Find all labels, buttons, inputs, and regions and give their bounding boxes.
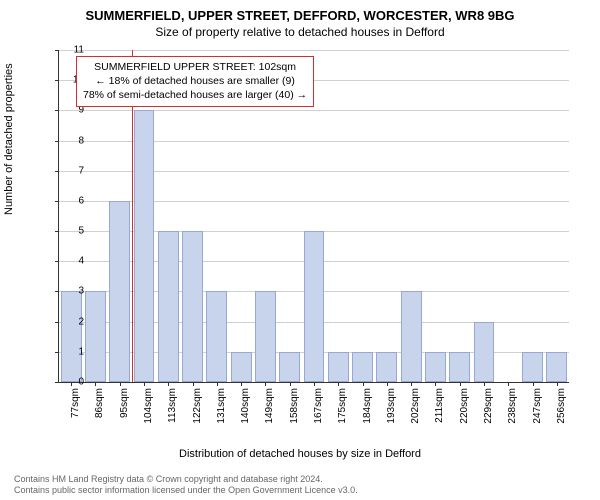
histogram-bar bbox=[61, 291, 82, 382]
histogram-bar bbox=[231, 352, 252, 382]
y-axis-label: Number of detached properties bbox=[3, 63, 15, 215]
xtick-label: 175sqm bbox=[337, 388, 348, 438]
annotation-box: SUMMERFIELD UPPER STREET: 102sqm← 18% of… bbox=[76, 56, 314, 107]
xtick-mark bbox=[144, 382, 145, 386]
ytick-label: 0 bbox=[64, 377, 84, 388]
xtick-mark bbox=[168, 382, 169, 386]
ytick-mark bbox=[55, 171, 59, 172]
histogram-bar bbox=[279, 352, 300, 382]
ytick-mark bbox=[55, 80, 59, 81]
ytick-mark bbox=[55, 352, 59, 353]
histogram-bar bbox=[134, 110, 155, 382]
histogram-bar bbox=[304, 231, 325, 382]
ytick-mark bbox=[55, 231, 59, 232]
ytick-mark bbox=[55, 382, 59, 383]
xtick-label: 229sqm bbox=[483, 388, 494, 438]
xtick-mark bbox=[508, 382, 509, 386]
footer-line-1: Contains HM Land Registry data © Crown c… bbox=[14, 474, 358, 485]
x-axis-label: Distribution of detached houses by size … bbox=[0, 448, 600, 460]
gridline bbox=[59, 50, 569, 51]
xtick-mark bbox=[95, 382, 96, 386]
ytick-label: 8 bbox=[64, 135, 84, 146]
ytick-label: 5 bbox=[64, 226, 84, 237]
histogram-bar bbox=[425, 352, 446, 382]
ytick-mark bbox=[55, 291, 59, 292]
xtick-label: 193sqm bbox=[386, 388, 397, 438]
xtick-label: 131sqm bbox=[216, 388, 227, 438]
page-title: SUMMERFIELD, UPPER STREET, DEFFORD, WORC… bbox=[0, 0, 600, 23]
histogram-bar bbox=[182, 231, 203, 382]
xtick-mark bbox=[557, 382, 558, 386]
xtick-mark bbox=[290, 382, 291, 386]
histogram-bar bbox=[109, 201, 130, 382]
histogram-bar bbox=[158, 231, 179, 382]
xtick-label: 247sqm bbox=[532, 388, 543, 438]
ytick-mark bbox=[55, 50, 59, 51]
xtick-label: 77sqm bbox=[70, 388, 81, 438]
xtick-mark bbox=[411, 382, 412, 386]
xtick-label: 202sqm bbox=[410, 388, 421, 438]
xtick-label: 86sqm bbox=[94, 388, 105, 438]
histogram-bar bbox=[85, 291, 106, 382]
page-subtitle: Size of property relative to detached ho… bbox=[0, 23, 600, 39]
attribution-footer: Contains HM Land Registry data © Crown c… bbox=[14, 474, 358, 497]
histogram-bar bbox=[522, 352, 543, 382]
ytick-label: 2 bbox=[64, 316, 84, 327]
ytick-mark bbox=[55, 322, 59, 323]
xtick-label: 113sqm bbox=[167, 388, 178, 438]
histogram-bar bbox=[401, 291, 422, 382]
xtick-mark bbox=[338, 382, 339, 386]
histogram-bar bbox=[206, 291, 227, 382]
histogram-bar bbox=[376, 352, 397, 382]
xtick-label: 256sqm bbox=[556, 388, 567, 438]
ytick-label: 6 bbox=[64, 195, 84, 206]
histogram-bar bbox=[449, 352, 470, 382]
histogram-bar bbox=[546, 352, 567, 382]
y-axis-label-text: Number of detached properties bbox=[3, 63, 15, 215]
xtick-label: 167sqm bbox=[313, 388, 324, 438]
ytick-mark bbox=[55, 201, 59, 202]
ytick-mark bbox=[55, 261, 59, 262]
xtick-mark bbox=[120, 382, 121, 386]
annotation-line: ← 18% of detached houses are smaller (9) bbox=[83, 74, 307, 88]
footer-line-2: Contains public sector information licen… bbox=[14, 485, 358, 496]
xtick-mark bbox=[363, 382, 364, 386]
ytick-label: 11 bbox=[64, 45, 84, 56]
xtick-label: 140sqm bbox=[240, 388, 251, 438]
histogram-bar bbox=[255, 291, 276, 382]
annotation-line: SUMMERFIELD UPPER STREET: 102sqm bbox=[83, 60, 307, 74]
xtick-mark bbox=[460, 382, 461, 386]
xtick-mark bbox=[241, 382, 242, 386]
xtick-label: 104sqm bbox=[143, 388, 154, 438]
xtick-mark bbox=[484, 382, 485, 386]
histogram-bar bbox=[352, 352, 373, 382]
annotation-line: 78% of semi-detached houses are larger (… bbox=[83, 88, 307, 102]
xtick-label: 158sqm bbox=[289, 388, 300, 438]
ytick-label: 7 bbox=[64, 165, 84, 176]
xtick-mark bbox=[217, 382, 218, 386]
xtick-mark bbox=[435, 382, 436, 386]
xtick-label: 238sqm bbox=[507, 388, 518, 438]
xtick-label: 95sqm bbox=[119, 388, 130, 438]
histogram-bar bbox=[328, 352, 349, 382]
xtick-mark bbox=[387, 382, 388, 386]
xtick-label: 184sqm bbox=[362, 388, 373, 438]
chart-container: SUMMERFIELD, UPPER STREET, DEFFORD, WORC… bbox=[0, 0, 600, 500]
xtick-label: 211sqm bbox=[434, 388, 445, 438]
xtick-label: 220sqm bbox=[459, 388, 470, 438]
ytick-mark bbox=[55, 141, 59, 142]
ytick-mark bbox=[55, 110, 59, 111]
xtick-label: 149sqm bbox=[264, 388, 275, 438]
histogram-bar bbox=[474, 322, 495, 382]
xtick-mark bbox=[265, 382, 266, 386]
ytick-label: 3 bbox=[64, 286, 84, 297]
xtick-mark bbox=[193, 382, 194, 386]
xtick-mark bbox=[314, 382, 315, 386]
xtick-label: 122sqm bbox=[192, 388, 203, 438]
ytick-label: 4 bbox=[64, 256, 84, 267]
ytick-label: 1 bbox=[64, 346, 84, 357]
xtick-mark bbox=[533, 382, 534, 386]
